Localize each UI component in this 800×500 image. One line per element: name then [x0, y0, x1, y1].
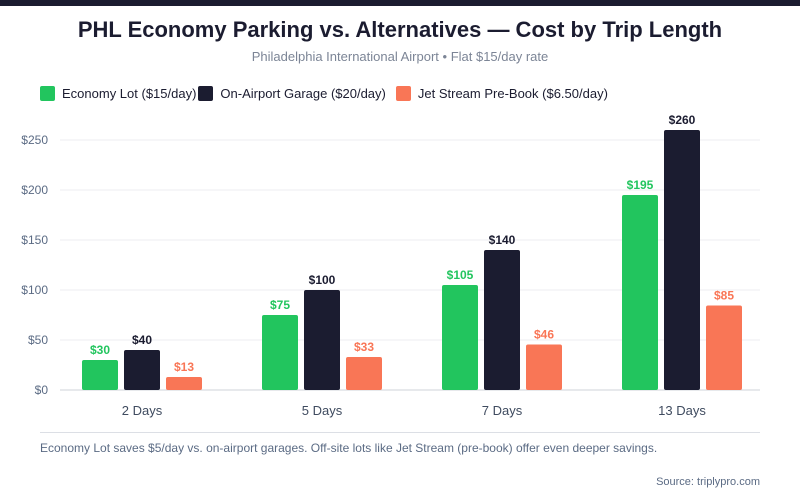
footnote: Economy Lot saves $5/day vs. on-airport …	[40, 441, 658, 455]
bar-chart: $0 $50 $100 $150 $200 $250 $30 $40 $13 2 Days $75 $…	[21, 113, 760, 418]
data-label: $260	[669, 113, 696, 127]
legend-item-economy-lot: Economy Lot ($15/day)	[40, 85, 196, 101]
bar-2-0	[442, 285, 478, 390]
x-tick-label: 13 Days	[658, 403, 706, 418]
data-label: $85	[714, 289, 734, 303]
legend-item-garage: On-Airport Garage ($20/day)	[198, 85, 386, 101]
y-tick-label: $200	[21, 183, 48, 197]
bar-2-2	[526, 344, 562, 390]
legend-swatch-economy-lot	[40, 85, 55, 101]
data-label: $100	[309, 273, 336, 287]
data-label: $40	[132, 333, 152, 347]
chart-title: PHL Economy Parking vs. Alternatives — C…	[77, 17, 723, 42]
y-tick-label: $0	[35, 383, 49, 397]
bar-3-1	[664, 130, 700, 390]
data-label: $13	[174, 360, 194, 374]
source-credit: Source: triplypro.com	[656, 476, 760, 488]
data-label: $105	[447, 268, 474, 282]
legend-swatch-jet-stream	[395, 85, 411, 101]
data-label: $33	[354, 340, 374, 354]
bar-0-1	[124, 350, 160, 390]
legend: Economy Lot ($15/day) On-Airport Garage …	[40, 84, 618, 102]
data-label: $30	[90, 343, 110, 357]
legend-item-jet-stream: Jet Stream Pre-Book ($6.50/day)	[395, 85, 608, 101]
chart-subtitle: Philadelphia International Airport • Fla…	[251, 49, 549, 64]
bar-3-0	[622, 195, 658, 390]
legend-swatch-garage	[198, 85, 214, 101]
data-label: $140	[489, 233, 516, 247]
bar-2-1	[484, 250, 520, 390]
y-tick-label: $100	[21, 283, 48, 297]
bar-0-2	[166, 377, 202, 390]
legend-label-economy-lot: Economy Lot ($15/day)	[62, 85, 197, 101]
y-tick-label: $50	[28, 333, 48, 347]
y-tick-label: $250	[21, 133, 48, 147]
data-label: $195	[627, 178, 654, 192]
x-tick-label: 7 Days	[482, 403, 523, 418]
footer-divider	[40, 432, 760, 433]
data-label: $75	[270, 298, 290, 312]
bar-0-0	[82, 360, 118, 390]
top-accent-bar	[0, 0, 800, 6]
x-tick-label: 5 Days	[302, 403, 343, 418]
legend-label-garage: On-Airport Garage ($20/day)	[220, 85, 386, 101]
bar-1-0	[262, 315, 298, 390]
y-tick-label: $150	[21, 233, 48, 247]
bar-1-2	[346, 357, 382, 390]
legend-label-jet-stream: Jet Stream Pre-Book ($6.50/day)	[417, 85, 608, 101]
bar-1-1	[304, 290, 340, 390]
bar-3-2	[706, 305, 742, 390]
data-label: $46	[534, 328, 554, 342]
x-tick-label: 2 Days	[122, 403, 163, 418]
